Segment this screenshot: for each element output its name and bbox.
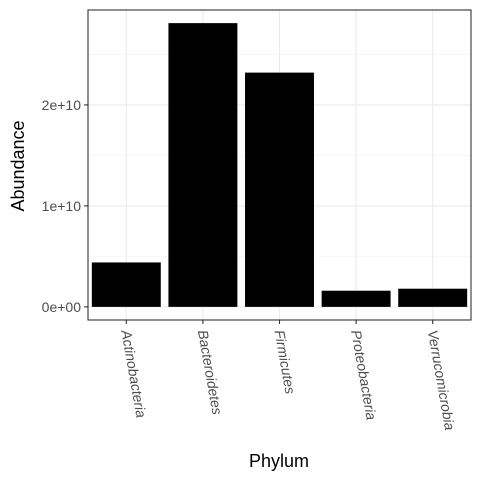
y-tick-label: 2e+10 [42, 97, 82, 113]
y-axis: 0e+00 1e+10 2e+10 [42, 97, 88, 315]
bars [91, 23, 468, 307]
x-axis-title: Phylum [249, 451, 309, 471]
y-tick-label: 1e+10 [42, 198, 82, 214]
bar-verrucomicrobia [398, 288, 468, 307]
bar-proteobacteria [321, 290, 391, 307]
bar-bacteroidetes [168, 23, 238, 307]
bar-firmicutes [245, 72, 314, 307]
bar-actinobacteria [91, 262, 161, 307]
y-axis-title: Abundance [8, 120, 28, 211]
y-tick-label: 0e+00 [42, 299, 82, 315]
